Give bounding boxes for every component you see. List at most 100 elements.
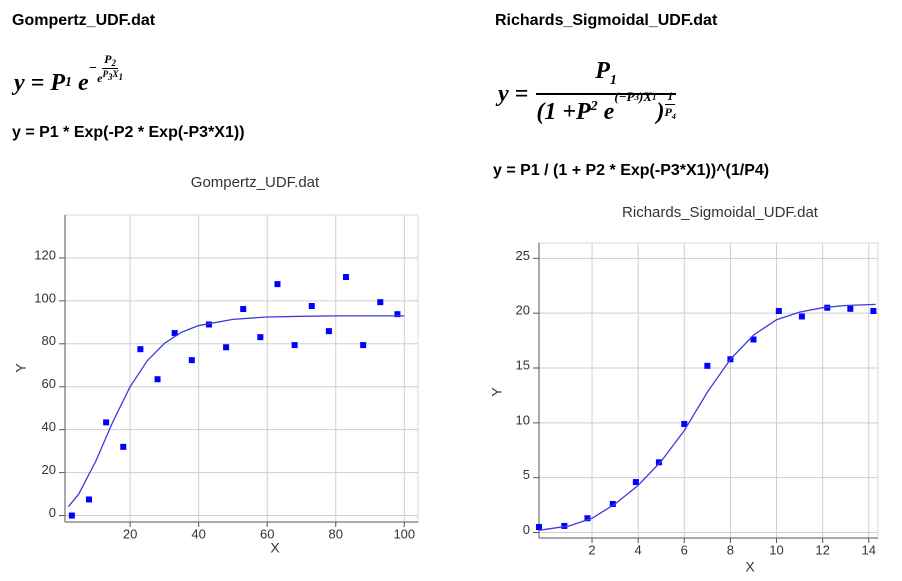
formula-part: 3 (634, 92, 640, 102)
formula-part: 2 (111, 58, 116, 68)
x-tick-label: 8 (727, 542, 734, 557)
data-point (223, 344, 230, 351)
data-point (257, 334, 264, 341)
data-point (681, 420, 688, 427)
data-point (775, 307, 782, 314)
formula-part: 1 (665, 89, 676, 105)
formula-part: e (97, 71, 103, 85)
formula-part: P (102, 69, 108, 79)
data-point (584, 515, 591, 522)
x-tick-label: 4 (635, 542, 642, 557)
formula-part: X (643, 89, 653, 104)
data-point (847, 305, 854, 312)
x-axis-label: X (745, 559, 755, 575)
formula-part: y = (498, 81, 529, 107)
formula-part: (− (614, 89, 627, 104)
y-tick-label: 15 (516, 357, 530, 372)
data-point (609, 501, 616, 508)
data-point (205, 321, 212, 328)
y-tick-label: 40 (42, 419, 56, 434)
formula-text: y = P1 / (1 + P2 * Exp(-P3*X1))^(1/P4) (493, 162, 770, 179)
formula-part: P (595, 58, 610, 84)
y-tick-label: 25 (516, 248, 530, 263)
x-tick-label: 100 (393, 526, 415, 541)
data-point (360, 342, 367, 349)
formula-part: − (88, 61, 98, 76)
data-point (240, 306, 247, 313)
y-tick-label: 20 (516, 303, 530, 318)
data-point (103, 419, 110, 426)
formula-part: P (104, 52, 112, 66)
formula-part: ) (639, 89, 644, 104)
y-tick-label: 10 (516, 412, 530, 427)
formula-part: P (50, 69, 65, 96)
data-point (870, 307, 877, 314)
data-point (171, 330, 178, 337)
data-point (120, 443, 127, 450)
data-point (536, 524, 542, 531)
data-point (655, 459, 662, 466)
formula-part: 1 (65, 75, 72, 90)
data-point (632, 479, 639, 486)
formula-part: P (576, 99, 591, 125)
data-point (325, 328, 332, 335)
formula-part: e (603, 99, 615, 125)
x-tick-label: 2 (588, 542, 595, 557)
data-point (798, 313, 805, 320)
formula-part: X (112, 69, 119, 79)
y-axis-label: Y (489, 387, 505, 397)
data-point (137, 346, 144, 353)
data-point (274, 281, 281, 288)
formula-part: 1 (118, 72, 123, 82)
fit-line (538, 303, 876, 531)
data-point (188, 357, 195, 364)
data-point (154, 376, 161, 383)
formula-part: P (664, 105, 672, 119)
y-tick-label: 20 (42, 462, 56, 477)
formula-text: y = P1 * Exp(-P2 * Exp(-P3*X1)) (12, 124, 245, 141)
y-tick-label: 5 (523, 467, 530, 482)
data-point (704, 362, 711, 369)
formula-part: 3 (107, 72, 113, 82)
x-tick-label: 60 (260, 526, 274, 541)
x-tick-label: 80 (329, 526, 343, 541)
data-point (561, 522, 568, 529)
y-tick-label: 0 (523, 522, 530, 537)
data-point (308, 303, 315, 310)
data-point (394, 311, 401, 318)
x-axis-label: X (270, 540, 280, 556)
y-axis-label: Y (13, 363, 29, 373)
chart-title: Richards_Sigmoidal_UDF.dat (622, 204, 819, 221)
x-tick-label: 6 (681, 542, 688, 557)
data-point (377, 299, 384, 306)
formula-part: 1 (609, 73, 617, 88)
data-point (68, 512, 75, 519)
data-point (291, 342, 298, 349)
formula-part: P (626, 89, 635, 104)
data-point (750, 336, 757, 343)
formula-part: e (78, 69, 89, 96)
y-tick-label: 120 (34, 247, 56, 262)
heading: Richards_Sigmoidal_UDF.dat (495, 12, 718, 29)
formula-part: 4 (671, 112, 676, 121)
chart-title: Gompertz_UDF.dat (191, 174, 320, 191)
x-tick-label: 20 (123, 526, 137, 541)
x-tick-label: 10 (769, 542, 783, 557)
y-tick-label: 80 (42, 333, 56, 348)
x-tick-label: 12 (815, 542, 829, 557)
x-tick-label: 40 (191, 526, 205, 541)
formula-part: ) (656, 99, 665, 125)
fit-line (67, 315, 405, 507)
formula-part: 2 (590, 99, 598, 114)
heading: Gompertz_UDF.dat (12, 12, 156, 29)
formula-part: (1 + (536, 99, 576, 125)
y-tick-label: 100 (34, 290, 56, 305)
data-point (85, 496, 92, 503)
plot-area (64, 214, 419, 523)
y-tick-label: 0 (49, 505, 56, 520)
y-tick-label: 60 (42, 376, 56, 391)
